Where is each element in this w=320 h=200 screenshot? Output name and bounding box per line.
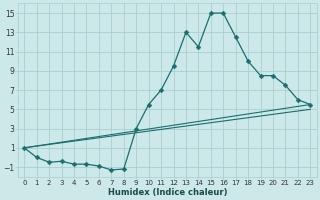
X-axis label: Humidex (Indice chaleur): Humidex (Indice chaleur) xyxy=(108,188,227,197)
